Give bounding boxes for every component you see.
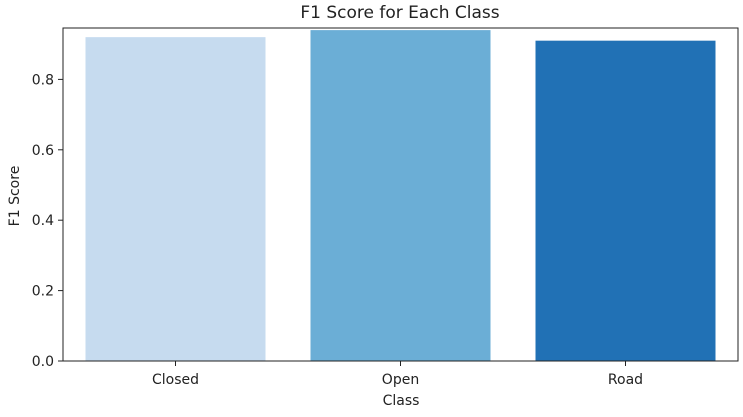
- bar-closed: [85, 37, 266, 361]
- y-tick-label: 0.6: [32, 143, 54, 159]
- y-tick-label: 0.8: [32, 72, 54, 88]
- x-tick-label-open: Open: [382, 372, 419, 388]
- bar-road: [535, 40, 716, 362]
- x-tick-label-road: Road: [608, 372, 643, 388]
- x-axis-ticks: Closed Open Road: [152, 361, 643, 388]
- bar-series: [85, 30, 716, 362]
- y-tick-label: 0.2: [32, 284, 54, 300]
- plot-frame: [62, 27, 739, 362]
- y-axis-ticks: 0.0 0.2 0.4 0.6 0.8: [32, 72, 63, 370]
- y-tick-label: 0.0: [32, 354, 54, 370]
- y-axis-label: F1 Score: [7, 166, 23, 227]
- chart-title: F1 Score for Each Class: [300, 3, 499, 23]
- x-tick-label-closed: Closed: [152, 372, 199, 388]
- y-tick-label: 0.4: [32, 213, 54, 229]
- x-axis-label: Class: [383, 393, 420, 409]
- bar-open: [310, 30, 491, 361]
